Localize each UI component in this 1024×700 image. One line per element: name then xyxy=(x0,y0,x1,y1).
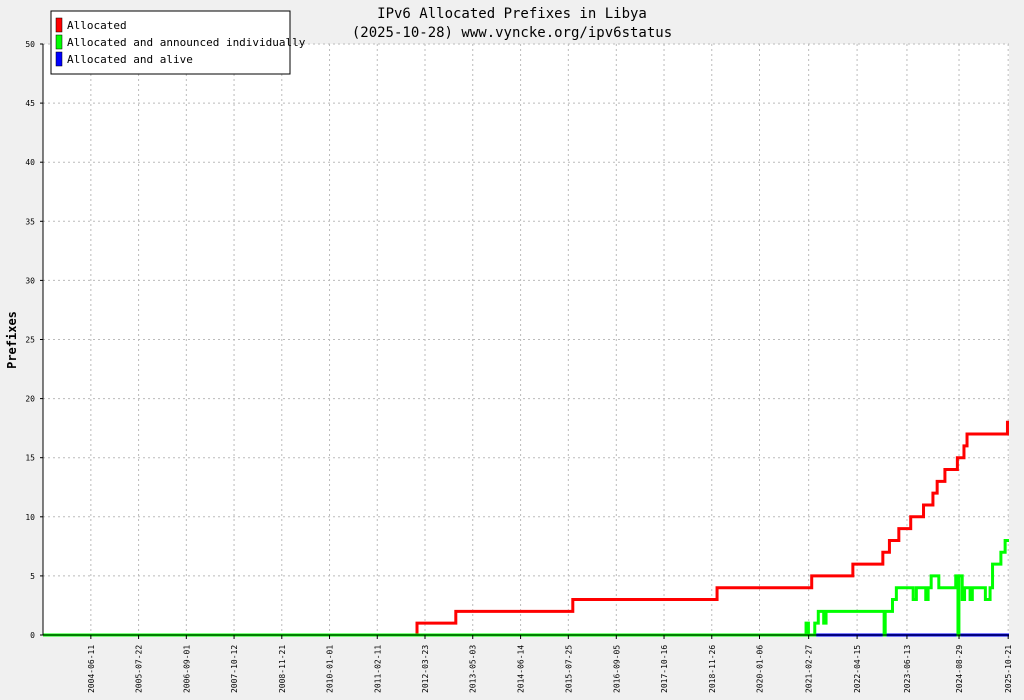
x-tick-label: 2012-03-23 xyxy=(421,645,430,693)
x-tick-label: 2015-07-25 xyxy=(564,645,573,693)
x-tick-label: 2023-06-13 xyxy=(903,645,912,693)
x-tick-label: 2022-04-15 xyxy=(853,645,862,693)
y-tick-label: 0 xyxy=(30,631,35,640)
x-tick-label: 2025-10-21 xyxy=(1004,645,1013,693)
legend-label: Allocated and announced individually xyxy=(67,36,306,49)
y-tick-label: 15 xyxy=(25,454,35,463)
y-tick-label: 45 xyxy=(25,99,35,108)
x-tick-label: 2024-08-29 xyxy=(955,645,964,693)
chart-title: IPv6 Allocated Prefixes in Libya xyxy=(377,6,647,22)
x-tick-label: 2020-01-06 xyxy=(756,645,765,693)
series-line-1 xyxy=(43,538,1009,637)
y-axis-label: Prefixes xyxy=(5,311,19,369)
x-tick-label: 2008-11-21 xyxy=(278,645,287,693)
y-tick-label: 50 xyxy=(25,40,35,49)
x-tick-label: 2018-11-26 xyxy=(708,645,717,693)
y-tick-label: 5 xyxy=(30,572,35,581)
legend-swatch xyxy=(55,17,63,33)
x-tick-label: 2004-06-11 xyxy=(87,645,96,693)
y-axis-ticks: 0 5 10 15 20 25 30 35 40 45 50 xyxy=(25,40,43,640)
y-tick-label: 10 xyxy=(25,513,35,522)
x-tick-label: 2011-02-11 xyxy=(373,645,382,693)
series-line-0 xyxy=(43,420,1009,637)
chart-subtitle: (2025-10-28) www.vyncke.org/ipv6status xyxy=(352,25,672,41)
x-tick-label: 2013-05-03 xyxy=(469,645,478,693)
x-tick-label: 2007-10-12 xyxy=(230,645,239,693)
y-tick-label: 35 xyxy=(25,217,35,226)
y-tick-label: 20 xyxy=(25,395,35,404)
x-tick-label: 2017-10-16 xyxy=(660,645,669,693)
y-tick-label: 40 xyxy=(25,158,35,167)
legend-box xyxy=(50,10,291,75)
legend-label: Allocated and alive xyxy=(67,53,193,66)
legend-label: Allocated xyxy=(67,19,127,32)
x-tick-label: 2021-02-27 xyxy=(805,645,814,693)
legend-swatch xyxy=(55,34,63,50)
x-tick-label: 2010-01-01 xyxy=(326,645,335,693)
x-tick-label: 2006-09-01 xyxy=(182,645,191,693)
x-tick-label: 2005-07-22 xyxy=(135,645,144,693)
legend-swatch xyxy=(55,51,63,67)
y-tick-label: 30 xyxy=(25,276,35,285)
x-tick-label: 2014-06-14 xyxy=(517,645,526,693)
y-tick-label: 25 xyxy=(25,336,35,345)
x-axis-ticks: 2004-06-11 2005-07-22 2006-09-01 2007-10-12… xyxy=(87,635,1013,693)
legend: Allocated Allocated and announced individ… xyxy=(50,10,306,75)
x-tick-label: 2016-09-05 xyxy=(612,645,621,693)
